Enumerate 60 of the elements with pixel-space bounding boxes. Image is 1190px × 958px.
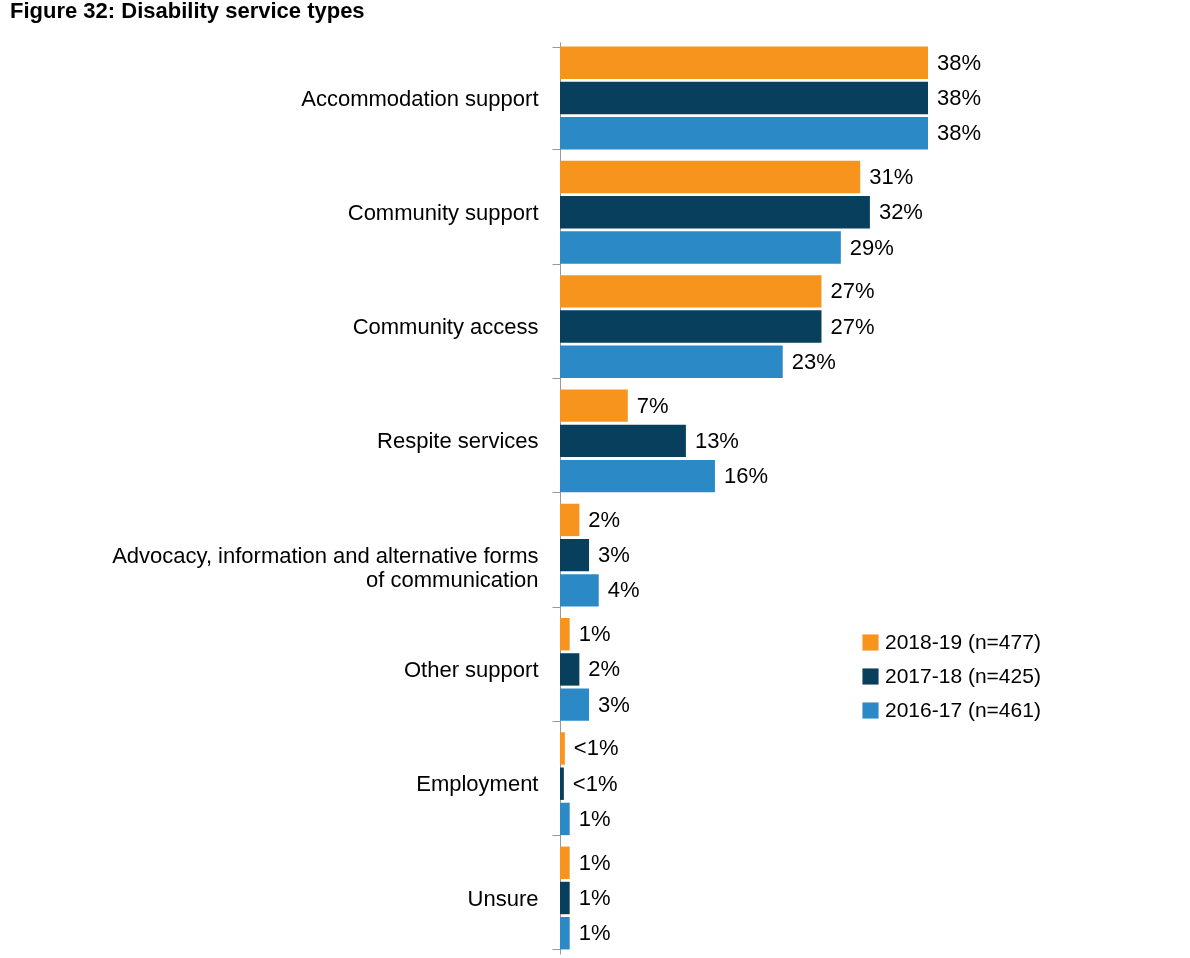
bar: [560, 310, 822, 343]
data-label: 1%: [578, 885, 611, 910]
bar: [560, 767, 564, 800]
bar: [560, 160, 861, 194]
y-tick-label: Accommodation support: [301, 85, 539, 111]
y-tick-label: Other support: [403, 656, 539, 682]
data-label: 27%: [830, 313, 875, 339]
data-label: <1%: [572, 770, 618, 796]
data-label: 38%: [937, 120, 982, 146]
bar: [560, 503, 580, 537]
bar: [560, 732, 565, 765]
text: Figure 32: Disability service types: [10, 0, 365, 23]
bar: [560, 389, 628, 422]
bar: [560, 618, 570, 651]
legend-label: 2017-18 (n=425): [885, 663, 1041, 687]
data-label: 2%: [588, 656, 621, 682]
data-label: 4%: [607, 577, 640, 603]
data-label: 7%: [636, 392, 669, 418]
bar: [560, 881, 570, 915]
data-label: 29%: [849, 234, 894, 260]
data-label: 31%: [869, 164, 914, 190]
bar: [560, 345, 783, 378]
legend-label: 2018-19 (n=477): [885, 629, 1041, 653]
bar: [560, 459, 715, 493]
data-label: 13%: [694, 427, 739, 453]
bar: [560, 653, 580, 686]
bar: [560, 275, 822, 308]
data-label: 38%: [937, 85, 982, 110]
data-label: 16%: [723, 463, 768, 489]
y-tick-label: Employment: [416, 771, 539, 797]
data-label: 2%: [588, 506, 621, 532]
y-tick-label: Community support: [347, 199, 539, 225]
bar: [560, 917, 570, 950]
data-label: 1%: [578, 920, 611, 946]
bar: [560, 424, 686, 458]
y-tick-label: Community access: [352, 314, 539, 340]
data-label: <1%: [573, 735, 619, 761]
y-tick-label: Respite services: [377, 428, 539, 454]
y-tick-label: Advocacy, information and alternative forms of communication: [112, 542, 539, 592]
bar: [560, 574, 599, 607]
data-label: 3%: [598, 542, 630, 568]
bar: [560, 688, 590, 721]
data-label: 27%: [830, 278, 875, 304]
data-label: 1%: [578, 849, 611, 875]
bar: [560, 117, 928, 150]
bar: [560, 538, 590, 572]
data-label: 32%: [878, 199, 923, 225]
data-label: 1%: [578, 805, 611, 831]
bar: [560, 231, 841, 264]
bar: [560, 846, 570, 879]
bar: [560, 802, 570, 836]
data-label: 23%: [791, 348, 836, 374]
bar: [560, 196, 870, 229]
bar: [560, 46, 928, 79]
data-label: 1%: [578, 621, 611, 647]
data-label: 3%: [598, 691, 630, 717]
y-tick-label: Unsure: [467, 885, 539, 911]
legend-label: 2016-17 (n=461): [885, 697, 1041, 721]
data-label: 38%: [937, 49, 982, 75]
bar: [560, 81, 928, 115]
